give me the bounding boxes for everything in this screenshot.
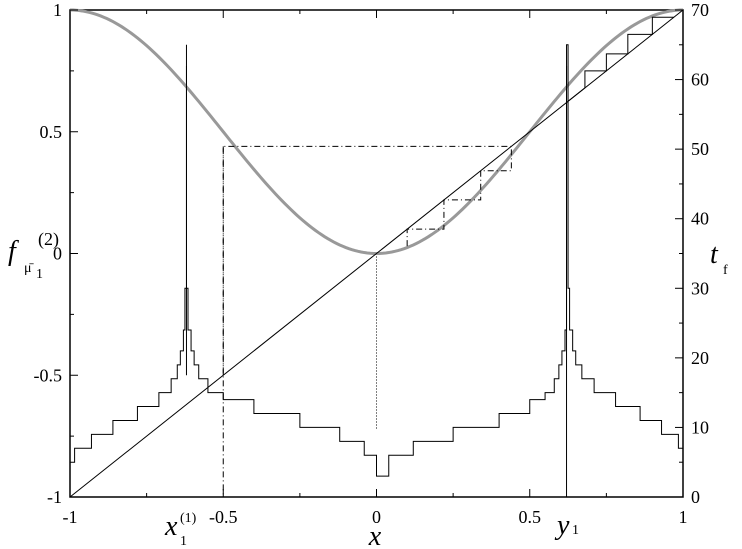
y-right-tick-label: 60 — [691, 70, 709, 90]
y-right-tick-label: 20 — [691, 348, 709, 368]
cobweb-4 — [566, 16, 674, 103]
y-right-tick-label: 30 — [691, 278, 709, 298]
y-right-tick-label: 10 — [691, 417, 709, 437]
y-right-axis-label: t f — [710, 239, 728, 278]
series-layer — [69, 8, 684, 498]
svg-text:1: 1 — [36, 267, 43, 282]
x-tick-label: -0.5 — [209, 507, 238, 527]
cobweb-3 — [222, 145, 512, 376]
svg-text:μ̄: μ̄ — [24, 261, 35, 276]
x-axis-label: x — [368, 521, 382, 549]
y-right-tick-label: 0 — [691, 487, 700, 507]
y-right-tick-label: 70 — [691, 0, 709, 20]
marked-point-x1: x 1 (1) — [164, 511, 197, 549]
y-left-tick-label: -0.5 — [34, 365, 63, 385]
map-curve — [69, 8, 684, 256]
y-left-tick-label: 0.5 — [40, 122, 63, 142]
y-left-tick-label: -1 — [47, 487, 62, 507]
y-left-tick-label: 1 — [53, 0, 62, 20]
escape-time-steps — [70, 44, 684, 477]
y-left-axis-label: f μ̄ 1 (2) — [8, 229, 59, 282]
y-right-tick-label: 50 — [691, 139, 709, 159]
diagonal-line — [69, 9, 684, 498]
marked-point-y1: y 1 — [554, 510, 579, 541]
svg-text:1: 1 — [180, 534, 187, 549]
svg-text:y: y — [554, 510, 570, 541]
y-right-tick-label: 40 — [691, 209, 709, 229]
y-left-tick-label: 0 — [53, 244, 62, 264]
svg-text:1: 1 — [572, 523, 579, 538]
svg-text:t: t — [710, 239, 719, 270]
x-tick-label: -1 — [63, 507, 78, 527]
x-tick-label: 0.5 — [519, 507, 542, 527]
x-tick-label: 0 — [372, 507, 381, 527]
svg-text:(2): (2) — [38, 229, 59, 250]
svg-text:x: x — [164, 511, 178, 542]
svg-text:f: f — [723, 263, 728, 278]
x-tick-label: 1 — [679, 507, 688, 527]
svg-text:(1): (1) — [180, 511, 197, 526]
svg-text:f: f — [8, 236, 19, 267]
